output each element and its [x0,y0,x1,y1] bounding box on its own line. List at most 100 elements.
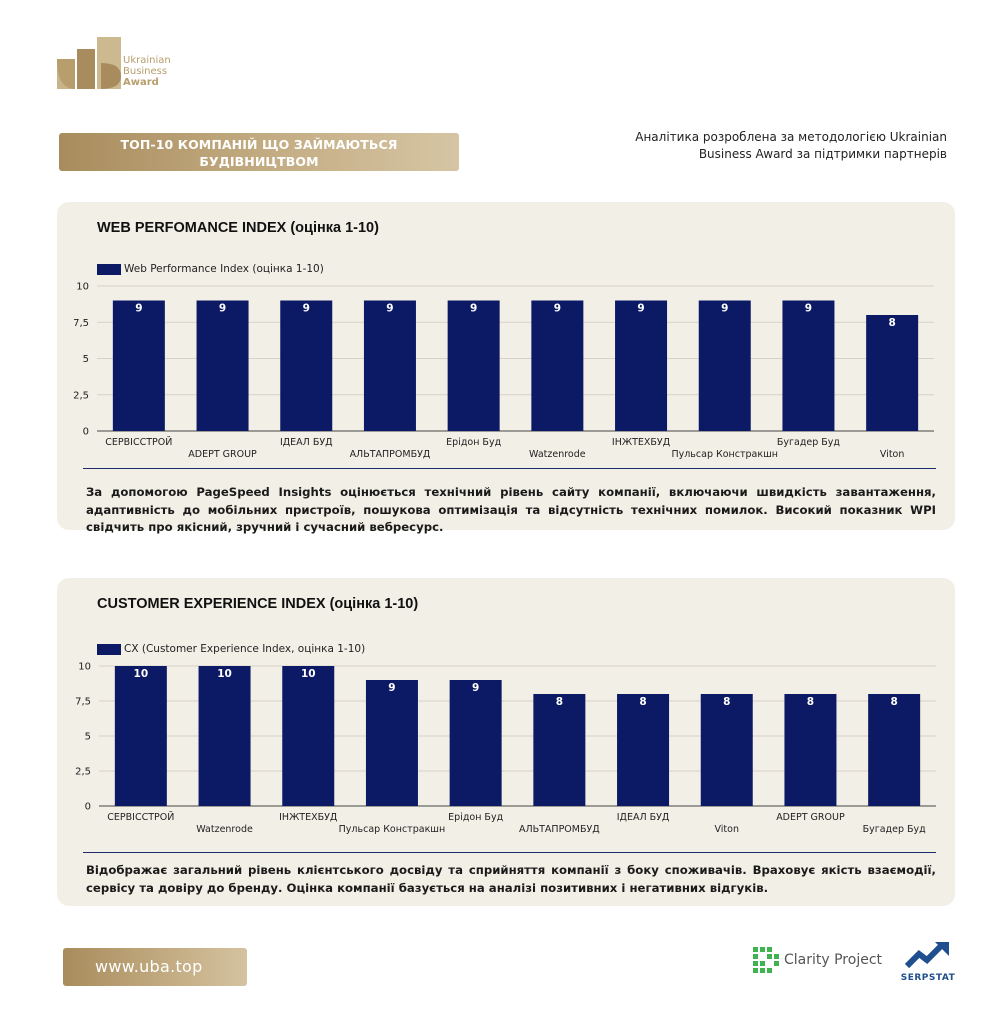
wpi-legend-label: Web Performance Index (оцінка 1-10) [124,263,324,275]
serpstat-label: SERPSTAT [900,973,956,983]
cx-data-label: 9 [472,682,479,694]
wpi-data-label: 9 [637,303,644,315]
wpi-card: WEB PERFOMANCE INDEX (оцінка 1-10) Web P… [57,202,955,534]
wpi-data-label: 8 [888,317,895,329]
cx-data-label: 8 [556,696,563,708]
wpi-y-tick-label: 7,5 [73,318,89,329]
wpi-description: За допомогою PageSpeed Insights оцінюєть… [86,485,936,534]
website-link[interactable]: www.uba.top [63,948,247,986]
wpi-bar [447,300,500,431]
wpi-x-tick-label: СЕРВІССТРОЙ [105,436,172,448]
cx-y-tick-label: 10 [78,662,91,673]
cx-legend-label: CX (Customer Experience Index, оцінка 1-… [124,643,366,655]
page-title-banner: ТОП-10 КОМПАНІЙ ЩО ЗАЙМАЮТЬСЯ БУДІВНИЦТВ… [59,133,459,186]
cx-data-label: 10 [217,668,232,680]
partner-serpstat: SERPSTAT [900,940,956,983]
cx-x-tick-label: Viton [715,824,740,835]
analytics-note-line-2: Business Award за підтримки партнерів [698,147,947,161]
logo-line-3: Award [123,77,159,88]
wpi-y-tick-label: 2,5 [73,390,89,401]
cx-x-tick-label: АЛЬТАПРОМБУД [519,824,600,835]
wpi-x-tick-label: Viton [880,449,905,460]
logo-wordmark: Ukrainian Business Award [123,55,171,88]
cx-bar [198,666,251,806]
wpi-data-label: 9 [303,303,310,315]
logo-line-1: Ukrainian [123,55,171,66]
wpi-bar [698,300,751,431]
cx-bar [700,694,753,806]
cx-y-tick-label: 2,5 [75,767,91,778]
cx-bar [114,666,167,806]
cx-x-tick-label: Пульсар Констракшн [339,824,446,835]
cx-card: CUSTOMER EXPERIENCE INDEX (оцінка 1-10) … [57,578,955,906]
cx-data-label: 10 [134,668,149,680]
wpi-y-tick-label: 10 [76,282,89,293]
cx-y-tick-label: 5 [85,732,91,743]
wpi-bar [363,300,416,431]
wpi-legend-swatch [97,263,121,275]
cx-data-label: 8 [890,696,897,708]
cx-data-label: 10 [301,668,316,680]
wpi-data-label: 9 [470,303,477,315]
analytics-note: Аналітика розроблена за методологією Ukr… [627,129,947,163]
wpi-x-tick-label: Watzenrode [529,449,586,460]
wpi-data-label: 9 [386,303,393,315]
cx-data-label: 8 [723,696,730,708]
cx-y-tick-label: 7,5 [75,697,91,708]
wpi-data-label: 9 [721,303,728,315]
cx-bar [282,666,335,806]
page-title-line-1: ТОП-10 КОМПАНІЙ ЩО ЗАЙМАЮТЬСЯ БУДІВНИЦТВ… [120,137,398,169]
partner-clarity-project: Clarity Project [753,947,882,973]
wpi-x-tick-label: ADEPT GROUP [188,449,257,460]
cx-bar-chart: 0 2,5 5 7,5 10 10 СЕРВІССТРОЙ 10 Watzenrode 10 ІНЖ… [75,662,936,835]
cx-bar [449,680,502,806]
wpi-bar [531,300,584,431]
wpi-x-tick-label: АЛЬТАПРОМБУД [350,449,431,460]
cx-bar [533,694,586,806]
serpstat-logo-icon [904,942,949,969]
wpi-x-tick-label: ІНЖТЕХБУД [612,437,670,448]
cx-x-tick-label: ADEPT GROUP [776,812,845,823]
wpi-data-label: 9 [135,303,142,315]
cx-x-tick-label: ІНЖТЕХБУД [279,812,337,823]
cx-x-tick-label: Watzenrode [196,824,253,835]
clarity-label: Clarity Project [784,952,883,968]
wpi-chart-title: WEB PERFOMANCE INDEX (оцінка 1-10) [97,220,379,236]
cx-x-tick-label: СЕРВІССТРОЙ [107,811,174,823]
wpi-bar [280,300,333,431]
cx-divider [83,852,936,853]
cx-x-tick-label: Бугадер Буд [863,824,927,835]
cx-x-tick-label: Ерідон Буд [448,812,503,823]
wpi-data-label: 9 [805,303,812,315]
cx-data-label: 9 [388,682,395,694]
wpi-x-tick-label: Пульсар Констракшн [671,449,778,460]
analytics-note-line-1: Аналітика розроблена за методологією Ukr… [635,130,947,144]
clarity-logo-icon [753,947,779,973]
cx-bar [365,680,418,806]
page-title-line-2: АГРОПРОМИСЛОВИХ ОБ'ЄКТІВ В УКРАЇНІ 2026 [88,171,430,186]
wpi-data-label: 9 [219,303,226,315]
wpi-data-label: 9 [554,303,561,315]
cx-data-label: 8 [807,696,814,708]
wpi-bar [866,315,919,431]
cx-y-tick-label: 0 [85,802,91,813]
wpi-bar [112,300,165,431]
wpi-bar [782,300,835,431]
wpi-bar [615,300,668,431]
cx-chart-title: CUSTOMER EXPERIENCE INDEX (оцінка 1-10) [97,596,419,612]
wpi-x-tick-label: Ерідон Буд [446,437,501,448]
wpi-bar-chart: 0 2,5 5 7,5 10 9 СЕРВІССТРОЙ 9 ADEPT GROUP 9 ІДЕАЛ… [73,282,934,460]
uba-logo [57,37,121,89]
wpi-bar [196,300,249,431]
cx-bar [868,694,921,806]
cx-legend: CX (Customer Experience Index, оцінка 1-… [97,643,365,655]
cx-legend-swatch [97,643,121,655]
wpi-divider [83,468,936,469]
cx-data-label: 8 [639,696,646,708]
cx-bar [617,694,670,806]
logo-line-2: Business [123,66,168,77]
cx-bar [784,694,837,806]
wpi-y-tick-label: 5 [83,354,89,365]
wpi-legend: Web Performance Index (оцінка 1-10) [97,263,324,275]
wpi-y-tick-label: 0 [83,427,89,438]
